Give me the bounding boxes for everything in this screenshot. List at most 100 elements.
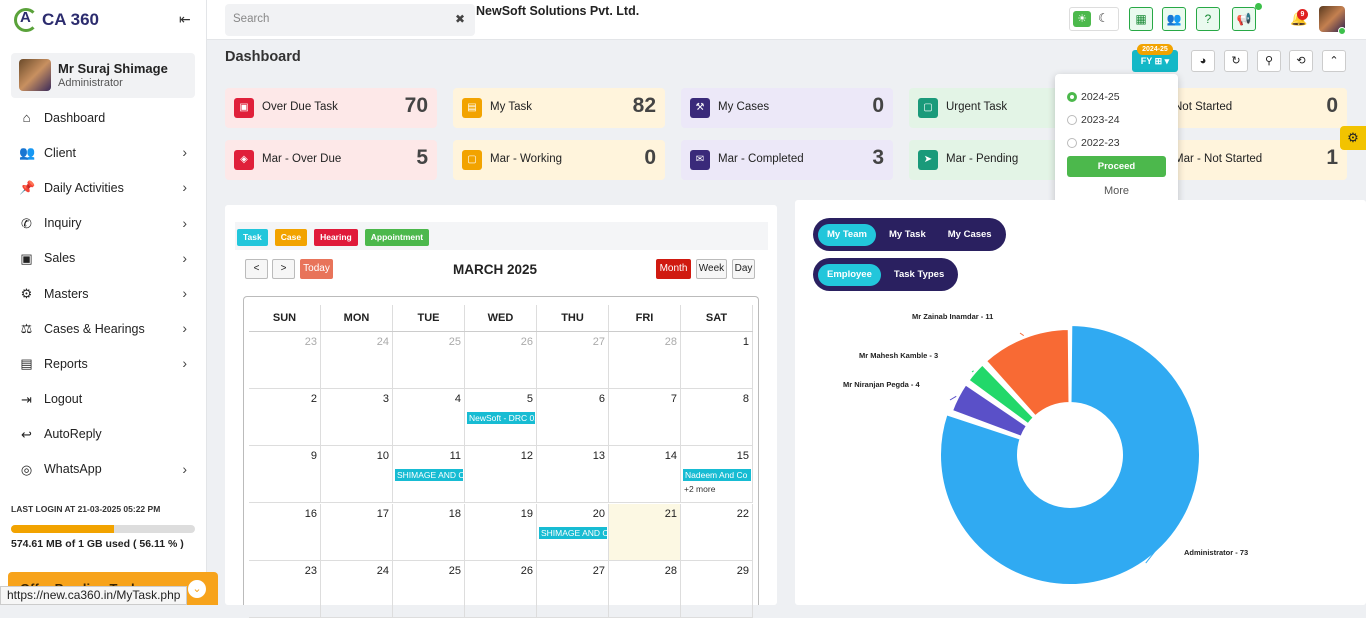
settings-gear-icon[interactable]: ⚙ bbox=[1340, 126, 1366, 150]
radio-icon[interactable] bbox=[1067, 115, 1077, 125]
radio-icon[interactable] bbox=[1067, 138, 1077, 148]
calendar-day-cell[interactable]: 27 bbox=[537, 332, 609, 389]
summary-card-over-due-task[interactable]: ▣ Over Due Task 70 bbox=[225, 88, 437, 128]
day-view-button[interactable]: Day bbox=[732, 259, 755, 279]
calendar-day-cell[interactable]: 27 bbox=[537, 560, 609, 618]
today-button[interactable]: Today bbox=[300, 259, 333, 279]
calendar-day-cell[interactable]: 9 bbox=[249, 446, 321, 504]
calendar-day-cell[interactable]: 1 bbox=[681, 332, 753, 389]
fy-option-2023-24[interactable]: 2023-24 bbox=[1067, 114, 1120, 126]
qr-icon[interactable]: ▦ bbox=[1129, 7, 1153, 31]
calendar-event[interactable]: SHIMAGE AND CO bbox=[539, 526, 607, 539]
summary-card-mar-working[interactable]: ▢ Mar - Working 0 bbox=[453, 140, 665, 180]
more-link[interactable]: More bbox=[1103, 185, 1130, 197]
sidebar-item-autoreply[interactable]: ↩ AutoReply bbox=[0, 417, 207, 452]
month-view-button[interactable]: Month bbox=[656, 259, 691, 279]
calendar-day-cell[interactable]: 24 bbox=[321, 560, 393, 618]
announcement-icon[interactable]: 📢 bbox=[1232, 7, 1256, 31]
calendar-event[interactable]: SHIMAGE AND CO bbox=[395, 469, 463, 482]
moon-icon[interactable]: ☾ bbox=[1098, 11, 1109, 25]
calendar-day-cell[interactable]: 28 bbox=[609, 560, 681, 618]
chart-tab-task-types[interactable]: Task Types bbox=[893, 268, 945, 280]
calendar-day-cell[interactable]: 15 Nadeem And Co +2 more bbox=[681, 446, 753, 504]
calendar-day-cell[interactable]: 22 bbox=[681, 503, 753, 561]
chart-tab-my-task[interactable]: My Task bbox=[888, 228, 926, 240]
team-icon[interactable]: 👥 bbox=[1162, 7, 1186, 31]
calendar-day-cell[interactable]: 4 bbox=[393, 389, 465, 447]
calendar-event[interactable]: Nadeem And Co bbox=[683, 469, 751, 482]
app-logo[interactable]: CA 360 bbox=[14, 8, 99, 32]
sync-icon[interactable]: ⟲ bbox=[1289, 50, 1313, 72]
refresh-icon[interactable]: ↻ bbox=[1224, 50, 1248, 72]
sidebar-item-client[interactable]: 👥 Client › bbox=[0, 135, 207, 170]
chart-tab-my-cases[interactable]: My Cases bbox=[947, 228, 992, 240]
sidebar-item-reports[interactable]: ▤ Reports › bbox=[0, 346, 207, 381]
calendar-day-cell[interactable]: 24 bbox=[321, 332, 393, 389]
fy-option-2022-23[interactable]: 2022-23 bbox=[1067, 137, 1120, 149]
pin-icon[interactable]: ⚲ bbox=[1257, 50, 1281, 72]
calendar-day-cell[interactable]: 29 bbox=[681, 560, 753, 618]
search-box[interactable]: Search ✖ bbox=[225, 4, 475, 36]
summary-card-my-cases[interactable]: ⚒ My Cases 0 bbox=[681, 88, 893, 128]
theme-toggle[interactable]: ☀ ☾ bbox=[1069, 7, 1119, 31]
expand-chevron-icon[interactable]: ⌄ bbox=[188, 580, 206, 598]
calendar-day-cell[interactable]: 20 SHIMAGE AND CO bbox=[537, 503, 609, 561]
sidebar-item-sales[interactable]: ▣ Sales › bbox=[0, 241, 207, 276]
next-month-button[interactable]: > bbox=[272, 259, 295, 279]
proceed-button[interactable]: Proceed bbox=[1067, 156, 1166, 177]
calendar-day-cell[interactable]: 2 bbox=[249, 389, 321, 447]
sidebar-item-whatsapp[interactable]: ◎ WhatsApp › bbox=[0, 452, 207, 487]
sun-icon[interactable]: ☀ bbox=[1073, 11, 1091, 27]
calendar-day-cell[interactable]: 26 bbox=[465, 332, 537, 389]
calendar-day-cell[interactable]: 19 bbox=[465, 503, 537, 561]
fullscreen-icon[interactable]: ✖ bbox=[454, 12, 465, 26]
day-number: 12 bbox=[520, 450, 533, 463]
more-events-link[interactable]: +2 more bbox=[684, 484, 716, 495]
summary-card-mar-over-due[interactable]: ◈ Mar - Over Due 5 bbox=[225, 140, 437, 180]
sidebar-item-cases-hearings[interactable]: ⚖ Cases & Hearings › bbox=[0, 311, 207, 346]
chart-tab-group-type: Employee Task Types bbox=[813, 258, 959, 291]
calendar-day-cell[interactable]: 23 bbox=[249, 560, 321, 618]
calendar-day-cell[interactable]: 25 bbox=[393, 332, 465, 389]
calendar-day-cell[interactable]: 6 bbox=[537, 389, 609, 447]
calendar-day-cell[interactable]: 7 bbox=[609, 389, 681, 447]
day-number: 24 bbox=[376, 564, 389, 577]
sidebar-item-dashboard[interactable]: ⌂ Dashboard bbox=[0, 100, 207, 135]
calendar-day-cell[interactable]: 14 bbox=[609, 446, 681, 504]
calendar-event[interactable]: NewSoft - DRC 01 bbox=[467, 412, 535, 425]
calendar-day-cell[interactable]: 21 bbox=[609, 503, 681, 561]
chart-tab-employee[interactable]: Employee bbox=[818, 263, 881, 286]
sidebar-item-logout[interactable]: ⇥ Logout bbox=[0, 382, 207, 417]
calendar-day-cell[interactable]: 12 bbox=[465, 446, 537, 504]
user-profile-card[interactable]: Mr Suraj Shimage Administrator bbox=[11, 53, 195, 98]
calendar-day-cell[interactable]: 26 bbox=[465, 560, 537, 618]
calendar-day-cell[interactable]: 10 bbox=[321, 446, 393, 504]
calendar-day-cell[interactable]: 13 bbox=[537, 446, 609, 504]
help-icon[interactable]: ? bbox=[1196, 7, 1220, 31]
prev-month-button[interactable]: < bbox=[245, 259, 268, 279]
radio-selected-icon[interactable] bbox=[1067, 92, 1077, 102]
calendar-day-cell[interactable]: 25 bbox=[393, 560, 465, 618]
calendar-day-cell[interactable]: 16 bbox=[249, 503, 321, 561]
calendar-day-cell[interactable]: 18 bbox=[393, 503, 465, 561]
search-input[interactable]: Search bbox=[233, 13, 270, 25]
collapse-sidebar-icon[interactable]: ⇤ bbox=[179, 11, 191, 27]
fy-selector-button[interactable]: FY ⊞ ▾ bbox=[1132, 50, 1178, 72]
calendar-day-cell[interactable]: 8 bbox=[681, 389, 753, 447]
calendar-day-cell[interactable]: 28 bbox=[609, 332, 681, 389]
summary-card-mar-completed[interactable]: ✉ Mar - Completed 3 bbox=[681, 140, 893, 180]
calendar-day-cell[interactable]: 5 NewSoft - DRC 01 bbox=[465, 389, 537, 447]
fy-option-2024-25[interactable]: 2024-25 bbox=[1067, 91, 1120, 103]
calendar-day-cell[interactable]: 3 bbox=[321, 389, 393, 447]
calendar-day-cell[interactable]: 11 SHIMAGE AND CO bbox=[393, 446, 465, 504]
summary-card-my-task[interactable]: ▤ My Task 82 bbox=[453, 88, 665, 128]
calendar-day-cell[interactable]: 17 bbox=[321, 503, 393, 561]
calendar-day-cell[interactable]: 23 bbox=[249, 332, 321, 389]
sidebar-item-masters[interactable]: ⚙ Masters › bbox=[0, 276, 207, 311]
sidebar-item-daily-activities[interactable]: 📌 Daily Activities › bbox=[0, 170, 207, 205]
pie-chart-icon[interactable]: ◕ bbox=[1191, 50, 1215, 72]
chart-tab-my-team[interactable]: My Team bbox=[818, 223, 876, 246]
collapse-up-icon[interactable]: ⌃ bbox=[1322, 50, 1346, 72]
sidebar-item-inquiry[interactable]: ✆ Inquiry › bbox=[0, 206, 207, 241]
week-view-button[interactable]: Week bbox=[696, 259, 727, 279]
